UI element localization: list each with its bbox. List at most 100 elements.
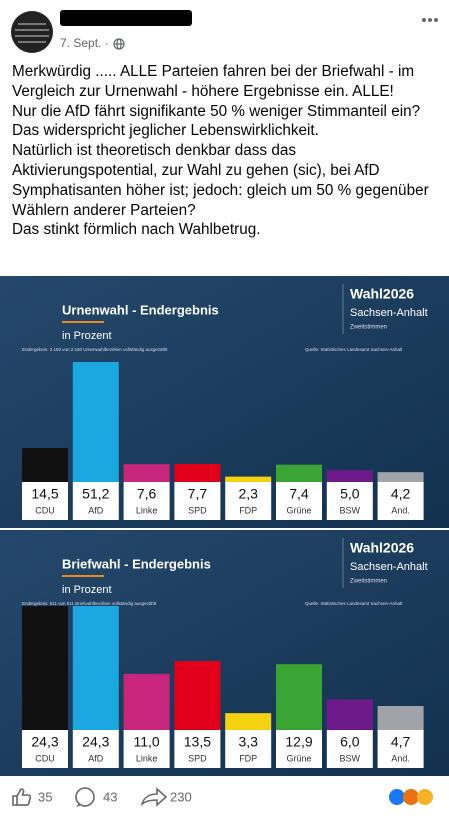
chart-subtitle: in Prozent bbox=[62, 330, 112, 342]
value-label: 13,5 bbox=[184, 734, 211, 750]
bar bbox=[276, 464, 322, 482]
value-label: 14,5 bbox=[31, 486, 58, 502]
label-box bbox=[225, 730, 272, 768]
bar bbox=[377, 706, 424, 730]
party-label: BSW bbox=[340, 753, 361, 763]
party-label: CDU bbox=[35, 505, 55, 515]
value-label: 3,3 bbox=[238, 734, 258, 750]
post-header: 7. Sept. · bbox=[11, 10, 438, 53]
chart-title: Urnenwahl - Endergebnis bbox=[62, 302, 219, 317]
comment-count: 43 bbox=[103, 789, 117, 804]
party-label: FDP bbox=[239, 505, 257, 515]
bar bbox=[174, 463, 221, 482]
vote-type: Zweitstimmen bbox=[350, 579, 387, 585]
party-label: Grüne bbox=[286, 753, 311, 763]
party-label: BSW bbox=[340, 505, 361, 515]
value-label: 24,3 bbox=[82, 734, 109, 750]
reactions[interactable] bbox=[389, 789, 433, 805]
bar bbox=[123, 464, 170, 482]
region: Sachsen-Anhalt bbox=[350, 307, 428, 319]
party-label: CDU bbox=[35, 753, 55, 763]
chart-source: Quelle: Statistisches Landesamt Sachsen-… bbox=[305, 347, 403, 352]
value-label: 6,0 bbox=[340, 734, 360, 750]
bar bbox=[225, 713, 272, 730]
label-box bbox=[225, 482, 272, 520]
post-date[interactable]: 7. Sept. · bbox=[60, 36, 109, 50]
share-button[interactable] bbox=[140, 787, 168, 807]
post-paragraph: Merkwürdig ..... ALLE Parteien fahren be… bbox=[12, 63, 415, 100]
bar bbox=[377, 472, 424, 482]
value-label: 4,7 bbox=[391, 734, 411, 750]
bar bbox=[72, 362, 119, 482]
post-text: Merkwürdig ..... ALLE Parteien fahren be… bbox=[12, 62, 440, 240]
like-count: 35 bbox=[38, 789, 52, 804]
chart-image: Briefwahl - Endergebnis in Prozent Enderge… bbox=[0, 530, 449, 776]
bar bbox=[225, 476, 272, 482]
globe-icon bbox=[113, 38, 125, 50]
redacted-name bbox=[60, 10, 192, 26]
label-box bbox=[326, 730, 373, 768]
label-box bbox=[276, 730, 322, 768]
value-label: 2,3 bbox=[238, 486, 258, 502]
brand: Wahl2026 bbox=[350, 286, 414, 302]
region: Sachsen-Anhalt bbox=[350, 561, 428, 573]
bar bbox=[123, 673, 170, 730]
party-label: Grüne bbox=[286, 505, 311, 515]
vote-type: Zweitstimmen bbox=[350, 325, 387, 331]
value-label: 5,0 bbox=[340, 486, 360, 502]
label-box bbox=[72, 482, 119, 520]
chart-note: Endergebnis: 511 von 511 Briefwahlbezirk… bbox=[22, 601, 157, 606]
value-label: 12,9 bbox=[285, 734, 312, 750]
party-label: SPD bbox=[188, 505, 207, 515]
label-box bbox=[174, 482, 221, 520]
more-button[interactable] bbox=[422, 18, 438, 22]
value-label: 11,0 bbox=[133, 734, 159, 750]
label-box bbox=[123, 730, 170, 768]
party-label: AfD bbox=[88, 505, 104, 515]
label-box bbox=[22, 482, 68, 520]
label-box bbox=[377, 730, 424, 768]
chart-image: Urnenwahl - Endergebnis in Prozent Enderge… bbox=[0, 276, 449, 528]
bar bbox=[72, 606, 119, 730]
bar bbox=[326, 699, 373, 730]
party-label: SPD bbox=[188, 753, 207, 763]
bar bbox=[326, 470, 373, 482]
comment-button[interactable] bbox=[75, 787, 95, 807]
label-box bbox=[377, 482, 424, 520]
value-label: 24,3 bbox=[31, 734, 58, 750]
post-paragraph: Natürlich ist theoretisch denkbar dass d… bbox=[12, 142, 429, 219]
label-box bbox=[123, 482, 170, 520]
party-label: And. bbox=[391, 505, 410, 515]
bar bbox=[276, 664, 322, 730]
value-label: 7,4 bbox=[289, 486, 309, 502]
bar bbox=[174, 661, 221, 730]
label-box bbox=[22, 730, 68, 768]
chart-title: Briefwahl - Endergebnis bbox=[62, 556, 211, 571]
label-box bbox=[174, 730, 221, 768]
value-label: 7,6 bbox=[137, 486, 157, 502]
bar bbox=[22, 606, 68, 730]
like-button[interactable] bbox=[12, 788, 32, 806]
brand: Wahl2026 bbox=[350, 540, 414, 556]
label-box bbox=[276, 482, 322, 520]
chart-note: Endergebnis: 2.150 von 2.150 Urnenwahlbe… bbox=[22, 347, 168, 352]
chart-subtitle: in Prozent bbox=[62, 584, 112, 596]
party-label: And. bbox=[391, 753, 410, 763]
share-count: 230 bbox=[170, 789, 192, 804]
label-box bbox=[326, 482, 373, 520]
party-label: Linke bbox=[136, 753, 158, 763]
avatar[interactable] bbox=[11, 11, 53, 53]
party-label: Linke bbox=[136, 505, 158, 515]
title-underline bbox=[62, 321, 104, 323]
post-paragraph: Nur die AfD fährt signifikante 50 % weni… bbox=[12, 102, 421, 120]
bar bbox=[22, 448, 68, 482]
value-label: 51,2 bbox=[82, 486, 109, 502]
value-label: 7,7 bbox=[188, 486, 208, 502]
party-label: FDP bbox=[239, 753, 257, 763]
title-underline bbox=[62, 575, 104, 577]
post-footer: 35 43 230 bbox=[12, 787, 433, 807]
label-box bbox=[72, 730, 119, 768]
value-label: 4,2 bbox=[391, 486, 411, 502]
post-paragraph: Das stinkt förmlich nach Wahlbetrug. bbox=[12, 221, 261, 239]
